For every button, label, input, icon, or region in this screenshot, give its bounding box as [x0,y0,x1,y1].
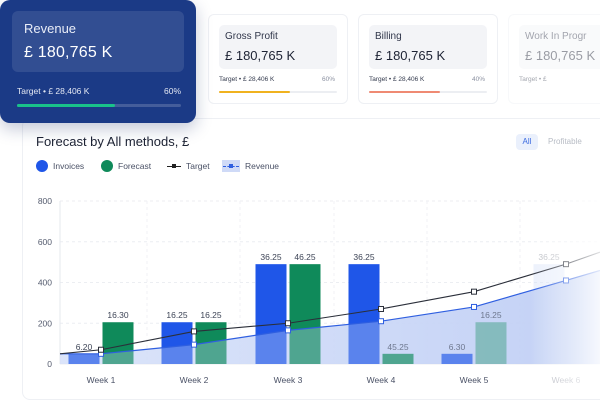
filter-all-button[interactable]: All [516,134,538,150]
legend-forecast-label: Forecast [118,161,152,171]
x-tick-label: Week 4 [367,375,396,385]
revenue-point [471,303,477,310]
billing-card[interactable]: Billing £ 180,765 K Target • £ 28,406 K … [358,14,498,104]
wip-summary: Work In Progr £ 180,765 K [519,25,600,69]
billing-value: £ 180,765 K [375,48,446,63]
target-point [191,328,197,335]
gross-profit-progress-fill [219,91,290,93]
invoices-bar-label: 16.25 [166,310,188,320]
billing-progress-track [369,91,487,93]
forecast-bar [289,264,321,364]
legend-target[interactable]: Target [167,159,210,173]
revenue-title: Revenue [24,21,77,36]
revenue-card[interactable]: Revenue £ 180,765 K Target • £ 28,406 K … [0,0,196,123]
revenue-point [285,327,291,334]
right-fade [530,190,600,390]
forecast-bar-label: 45.25 [387,342,409,352]
forecast-bar-label: 46.25 [294,252,316,262]
target-point [471,288,477,295]
target-point [285,320,291,327]
filter-profitable-button[interactable]: Profitable [548,137,582,146]
y-tick-label: 400 [38,278,52,288]
invoices-bar [348,264,380,364]
gross-profit-percent: 60% [321,76,335,83]
forecast-bar [102,322,134,364]
billing-title: Billing [375,31,402,42]
target-point [98,346,104,353]
revenue-target: Target • £ 28,406 K [17,86,90,96]
x-tick-label: Week 2 [180,375,209,385]
y-tick-label: 0 [47,359,52,369]
revenue-progress-track [17,104,181,107]
invoices-bar-label: 36.25 [260,252,282,262]
invoices-swatch [36,160,48,172]
revenue-point [191,341,197,348]
forecast-bar-label: 16.30 [107,310,129,320]
gross-profit-value: £ 180,765 K [225,48,296,63]
revenue-progress-fill [17,104,116,107]
work-in-progress-card[interactable]: Work In Progr £ 180,765 K Target • £ [508,14,600,104]
legend-invoices-label: Invoices [53,161,85,171]
revenue-area-swatch [222,160,240,172]
invoices-bar [68,353,100,364]
legend-revenue[interactable]: Revenue [222,159,279,173]
revenue-area-overlay [60,270,600,364]
target-line-swatch [167,163,181,169]
revenue-point [378,318,384,325]
wip-title: Work In Progr [525,31,587,42]
forecast-bar-label: 16.25 [480,310,502,320]
forecast-bar-label: 16.25 [200,310,222,320]
invoices-bar-label: 6.30 [449,342,466,352]
gross-profit-target: Target • £ 28,406 K [219,76,275,83]
billing-summary: Billing £ 180,765 K [369,25,487,69]
legend-revenue-label: Revenue [245,161,280,171]
gross-profit-card[interactable]: Gross Profit £ 180,765 K Target • £ 28,4… [208,14,348,104]
y-tick-label: 200 [38,318,52,328]
x-tick-label: Week 3 [274,375,303,385]
revenue-value: £ 180,765 K [24,44,113,61]
invoices-bar-label: 36.25 [353,252,375,262]
invoices-bar-label: 6.20 [76,342,93,352]
wip-value: £ 180,765 K [525,48,596,63]
revenue-summary: Revenue £ 180,765 K [12,11,184,72]
revenue-percent: 60% [163,86,181,96]
y-tick-label: 800 [38,196,52,206]
invoices-bar [255,264,287,364]
legend-forecast[interactable]: Forecast [101,159,151,173]
x-tick-label: Week 1 [87,375,116,385]
forecast-bar [475,322,507,364]
chart-title: Forecast by All methods, £ [36,134,190,149]
legend-invoices[interactable]: Invoices [36,159,84,173]
invoices-bar [161,322,193,364]
legend-target-label: Target [186,161,210,171]
revenue-area [60,270,600,364]
billing-progress-fill [369,91,440,93]
invoices-bar [441,353,473,364]
gross-profit-summary: Gross Profit £ 180,765 K [219,25,337,69]
billing-target: Target • £ 28,406 K [369,76,425,83]
forecast-swatch [101,160,113,172]
y-tick-label: 600 [38,237,52,247]
wip-target: Target • £ [519,76,547,83]
forecast-bar [382,353,414,364]
target-point [378,305,384,312]
gross-profit-progress-track [219,91,337,93]
x-tick-label: Week 5 [460,375,489,385]
gross-profit-title: Gross Profit [225,31,278,42]
billing-percent: 40% [471,76,485,83]
